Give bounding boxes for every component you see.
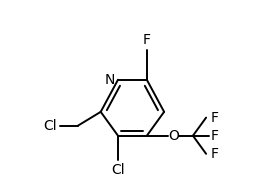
Text: Cl: Cl <box>44 119 57 133</box>
Text: N: N <box>104 73 115 87</box>
Text: Cl: Cl <box>111 163 125 177</box>
Text: F: F <box>143 33 151 47</box>
Text: F: F <box>210 111 218 125</box>
Text: F: F <box>210 129 218 143</box>
Text: O: O <box>168 129 179 143</box>
Text: F: F <box>210 147 218 161</box>
